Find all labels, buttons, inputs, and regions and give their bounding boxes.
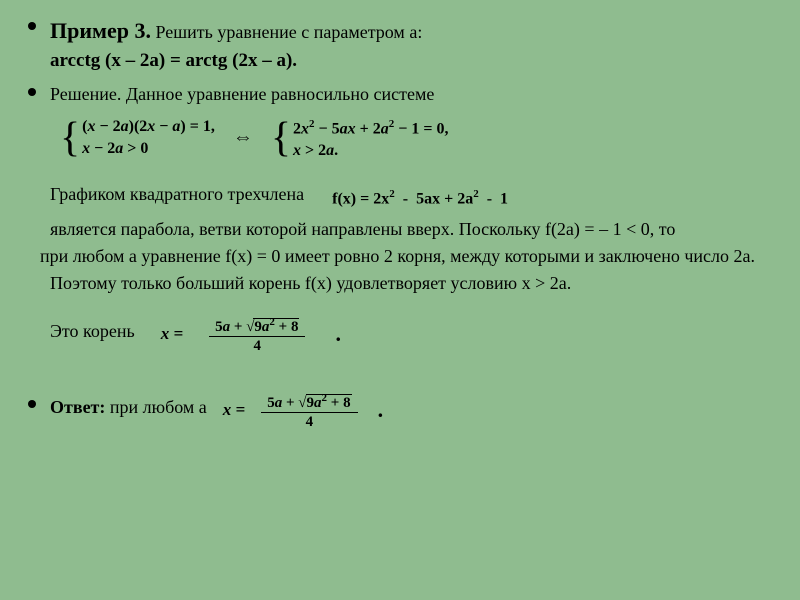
root-label: Это корень <box>50 321 135 342</box>
para-3: Поэтому только больший корень f(x) удовл… <box>50 273 770 294</box>
bullet-icon <box>28 400 36 408</box>
sys-right-2: x > 2a. <box>293 140 448 162</box>
title-line: Пример 3. Решить уравнение с параметром … <box>50 18 770 44</box>
frac-den: 4 <box>306 413 314 430</box>
answer-fraction: 5a + 9a2 + 8 4 <box>261 390 357 430</box>
answer-row: Ответ: при любом а x = 5a + 9a2 + 8 4 . <box>50 390 770 430</box>
root-row: Это корень x = 5a + 9a2 + 8 4 . <box>50 314 770 354</box>
sys-right-1: 2x2 − 5ax + 2a2 − 1 = 0, <box>293 113 448 140</box>
frac-den: 4 <box>254 337 262 354</box>
bullet-icon <box>28 88 36 96</box>
x-equals-answer: x = <box>223 400 245 420</box>
brace-icon: { <box>60 120 80 156</box>
solution-row: Решение. Данное уравнение равносильно си… <box>50 84 770 105</box>
answer-text: Ответ: при любом а <box>50 397 207 418</box>
system-block: { (x − 2a)(2x − a) = 1, x − 2a > 0 ⇔ { 2… <box>60 113 770 162</box>
brace-icon: { <box>271 120 291 156</box>
graph-line: Графиком квадратного трехчлена f(x) = 2x… <box>50 184 770 211</box>
title-row: Пример 3. Решить уравнение с параметром … <box>50 18 770 44</box>
frac-num: 5a + 9a2 + 8 <box>209 314 305 337</box>
equiv-symbol: ⇔ <box>233 126 253 149</box>
period: . <box>378 397 384 423</box>
x-equals: x = <box>161 324 183 344</box>
title-rest: Решить уравнение с параметром а: <box>151 22 422 42</box>
period: . <box>335 321 341 347</box>
frac-num: 5a + 9a2 + 8 <box>261 390 357 413</box>
bullet-icon <box>28 22 36 30</box>
main-equation: arcctg (x – 2a) = arctg (2x – a). <box>50 50 770 72</box>
graph-text: Графиком квадратного трехчлена <box>50 184 304 205</box>
para-1: является парабола, ветви которой направл… <box>50 219 770 240</box>
solution-intro: Решение. Данное уравнение равносильно си… <box>50 84 770 105</box>
root-fraction: 5a + 9a2 + 8 4 <box>209 314 305 354</box>
sys-left-1: (x − 2a)(2x − a) = 1, <box>82 116 215 138</box>
fx-definition: f(x) = 2x2 - 5ax + 2a2 - 1 <box>332 188 508 208</box>
system-left: (x − 2a)(2x − a) = 1, x − 2a > 0 <box>82 116 215 160</box>
sys-left-2: x − 2a > 0 <box>82 138 215 160</box>
system-right: 2x2 − 5ax + 2a2 − 1 = 0, x > 2a. <box>293 113 448 162</box>
para-2: при любом а уравнение f(х) = 0 имеет ров… <box>40 246 770 267</box>
title-prefix: Пример 3. <box>50 18 151 43</box>
